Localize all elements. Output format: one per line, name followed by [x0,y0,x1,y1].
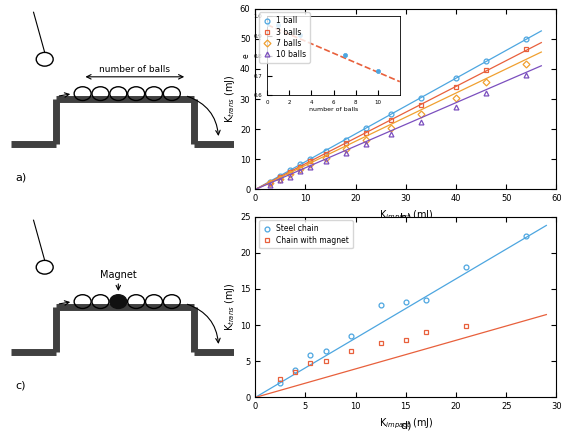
Steel chain [402,299,409,305]
3 balls [307,158,314,163]
Steel chain [347,334,354,339]
Chain with magnet [292,369,299,375]
10 balls [483,90,490,95]
10 balls [307,164,314,169]
7 balls [267,181,274,186]
1 ball [483,59,490,64]
Y-axis label: K$_{trans}$ (mJ): K$_{trans}$ (mJ) [223,283,237,331]
3 balls [418,102,424,108]
Chain with magnet [463,323,469,328]
3 balls [322,151,329,156]
3 balls [267,180,274,185]
Steel chain [423,297,429,302]
Chain with magnet [423,330,429,335]
7 balls [307,162,314,167]
1 ball [523,36,529,41]
Text: b): b) [400,213,411,223]
1 ball [362,126,369,131]
10 balls [277,178,284,183]
10 balls [362,142,369,147]
7 balls [322,155,329,160]
7 balls [362,137,369,142]
1 ball [452,76,459,81]
Chain with magnet [307,360,314,365]
Legend: 1 ball, 3 balls, 7 balls, 10 balls: 1 ball, 3 balls, 7 balls, 10 balls [259,13,310,63]
1 ball [342,137,349,142]
1 ball [418,95,424,101]
7 balls [452,95,459,100]
Steel chain [322,349,329,354]
3 balls [483,68,490,73]
3 balls [452,84,459,89]
X-axis label: K$_{impact}$ (mJ): K$_{impact}$ (mJ) [379,209,433,223]
Text: number of balls: number of balls [99,65,170,74]
3 balls [362,130,369,136]
7 balls [523,62,529,67]
1 ball [297,162,304,167]
7 balls [287,172,294,177]
Line: 10 balls: 10 balls [268,73,529,187]
Line: Chain with magnet: Chain with magnet [278,324,469,382]
1 ball [277,173,284,178]
Text: d): d) [400,421,411,431]
Chain with magnet [277,377,284,382]
10 balls [322,158,329,163]
Text: Magnet: Magnet [100,270,137,280]
X-axis label: K$_{impact}$ (mJ): K$_{impact}$ (mJ) [379,417,433,431]
1 ball [307,156,314,161]
10 balls [287,174,294,179]
Chain with magnet [402,337,409,342]
7 balls [277,176,284,181]
Circle shape [110,295,127,308]
Y-axis label: K$_{trans}$ (mJ): K$_{trans}$ (mJ) [223,75,237,123]
10 balls [267,182,274,187]
10 balls [452,104,459,109]
Steel chain [463,265,469,270]
Chain with magnet [322,359,329,364]
1 ball [387,112,394,117]
1 ball [322,148,329,153]
10 balls [342,151,349,156]
3 balls [287,169,294,175]
10 balls [387,131,394,137]
7 balls [297,166,304,172]
Line: 7 balls: 7 balls [268,62,529,186]
Steel chain [523,234,529,239]
7 balls [342,146,349,151]
Steel chain [292,367,299,372]
Chain with magnet [347,349,354,354]
3 balls [523,47,529,52]
Steel chain [277,381,284,386]
7 balls [387,125,394,130]
Steel chain [377,302,384,308]
Text: a): a) [16,172,27,182]
3 balls [342,141,349,146]
3 balls [387,118,394,123]
Chain with magnet [377,340,384,346]
Text: c): c) [16,380,26,390]
7 balls [483,80,490,85]
7 balls [418,111,424,117]
10 balls [523,72,529,77]
Line: 1 ball: 1 ball [268,36,529,184]
Steel chain [307,353,314,358]
3 balls [297,164,304,169]
10 balls [418,119,424,124]
1 ball [267,179,274,184]
Line: 3 balls: 3 balls [268,47,529,185]
3 balls [277,175,284,180]
Line: Steel chain: Steel chain [278,234,529,385]
10 balls [297,169,304,174]
Legend: Steel chain, Chain with magnet: Steel chain, Chain with magnet [259,220,352,248]
1 ball [287,168,294,173]
